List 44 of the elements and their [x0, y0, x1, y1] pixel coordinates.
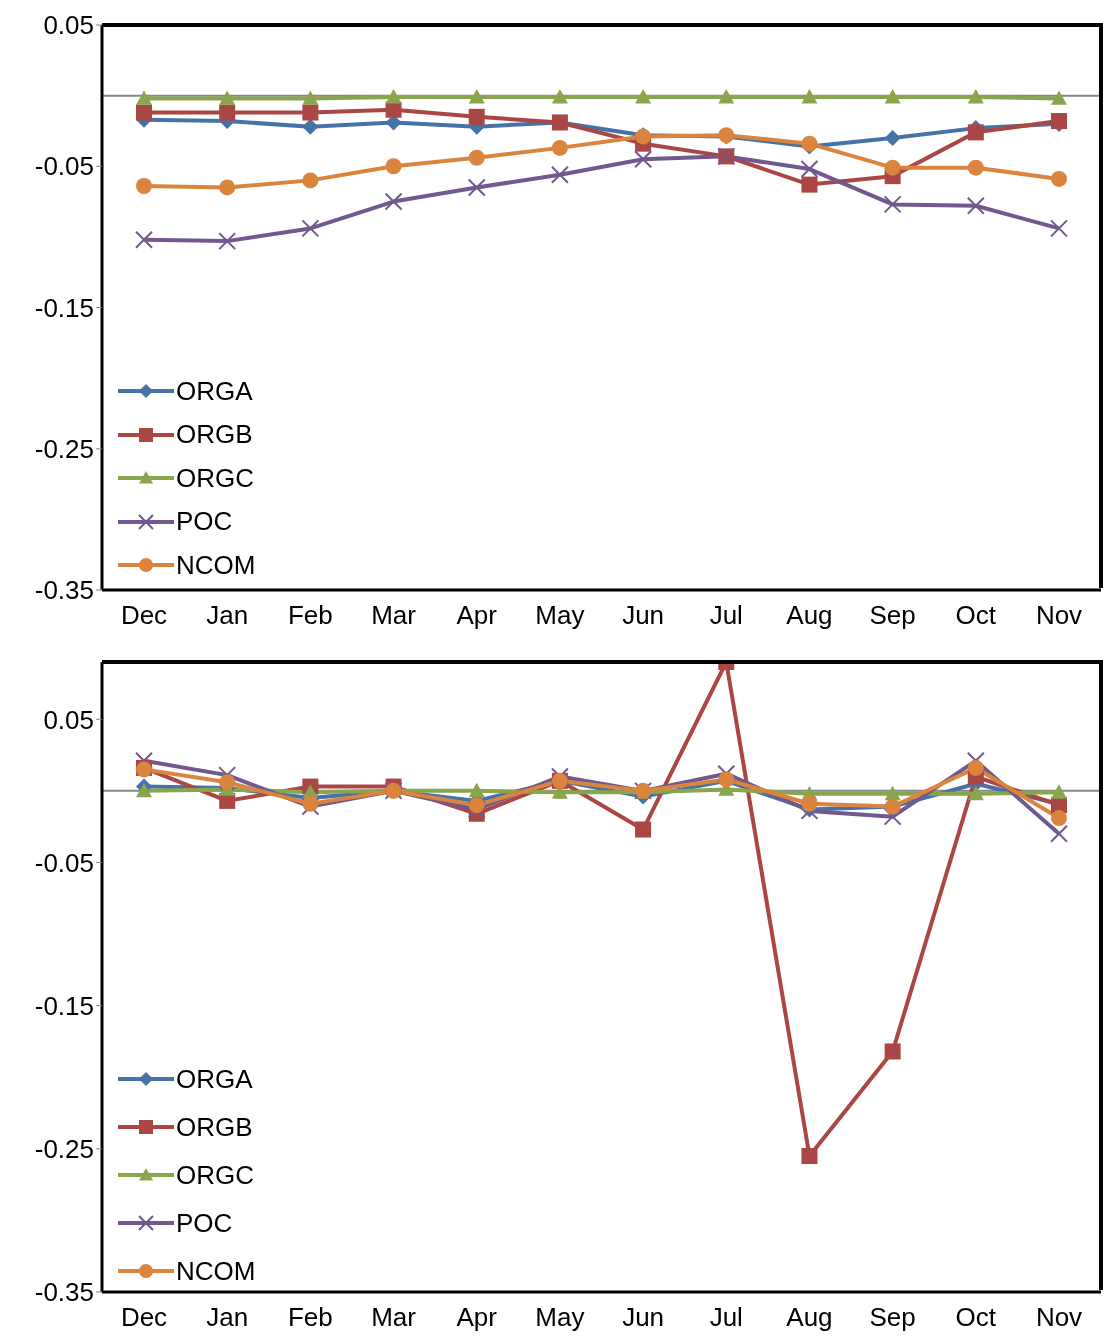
x-tick-label: Jul — [709, 600, 743, 631]
y-tick-label: 0.05 — [43, 10, 94, 41]
x-tick-label: Jun — [622, 600, 665, 631]
x-tick-label: Sep — [869, 600, 916, 631]
y-tick-label: -0.05 — [34, 847, 94, 878]
legend-label: ORGA — [176, 1063, 253, 1095]
x-tick-label: Apr — [456, 1302, 498, 1333]
legend-label: POC — [176, 1207, 233, 1239]
x-tick-label: Oct — [955, 600, 997, 631]
y-tick-label: -0.35 — [34, 1277, 94, 1308]
y-tick-label: -0.25 — [34, 1134, 94, 1165]
legend-label: NCOM — [176, 549, 256, 581]
y-tick-label: -0.35 — [34, 575, 94, 606]
legend-label: NCOM — [176, 1255, 256, 1287]
x-tick-label: Aug — [786, 600, 833, 631]
x-tick-label: Nov — [1035, 600, 1083, 631]
legend-label: ORGB — [176, 419, 253, 451]
legend-label: ORGB — [176, 1111, 253, 1143]
x-tick-label: May — [535, 1302, 585, 1333]
x-tick-label: Jun — [622, 1302, 665, 1333]
y-tick-label: -0.15 — [34, 292, 94, 323]
y-tick-label: -0.25 — [34, 433, 94, 464]
x-tick-label: Feb — [287, 600, 333, 631]
x-tick-label: Nov — [1035, 1302, 1083, 1333]
x-tick-label: Jan — [206, 1302, 249, 1333]
x-tick-label: Oct — [955, 1302, 997, 1333]
legend-label: ORGA — [176, 375, 253, 407]
x-tick-label: Mar — [371, 1302, 417, 1333]
x-tick-label: Jul — [709, 1302, 743, 1333]
legend-label: POC — [176, 506, 233, 538]
x-tick-label: Jan — [206, 600, 249, 631]
x-tick-label: Sep — [869, 1302, 916, 1333]
x-tick-label: Dec — [120, 1302, 168, 1333]
legend-label: ORGC — [176, 462, 254, 494]
x-tick-label: Feb — [287, 1302, 333, 1333]
x-tick-label: Aug — [786, 1302, 833, 1333]
y-tick-label: 0.05 — [43, 704, 94, 735]
x-tick-label: Dec — [120, 600, 168, 631]
y-tick-label: -0.05 — [34, 151, 94, 182]
legend-label: ORGC — [176, 1159, 254, 1191]
x-tick-label: Apr — [456, 600, 498, 631]
x-tick-label: May — [535, 600, 585, 631]
y-tick-label: -0.15 — [34, 990, 94, 1021]
x-tick-label: Mar — [371, 600, 417, 631]
